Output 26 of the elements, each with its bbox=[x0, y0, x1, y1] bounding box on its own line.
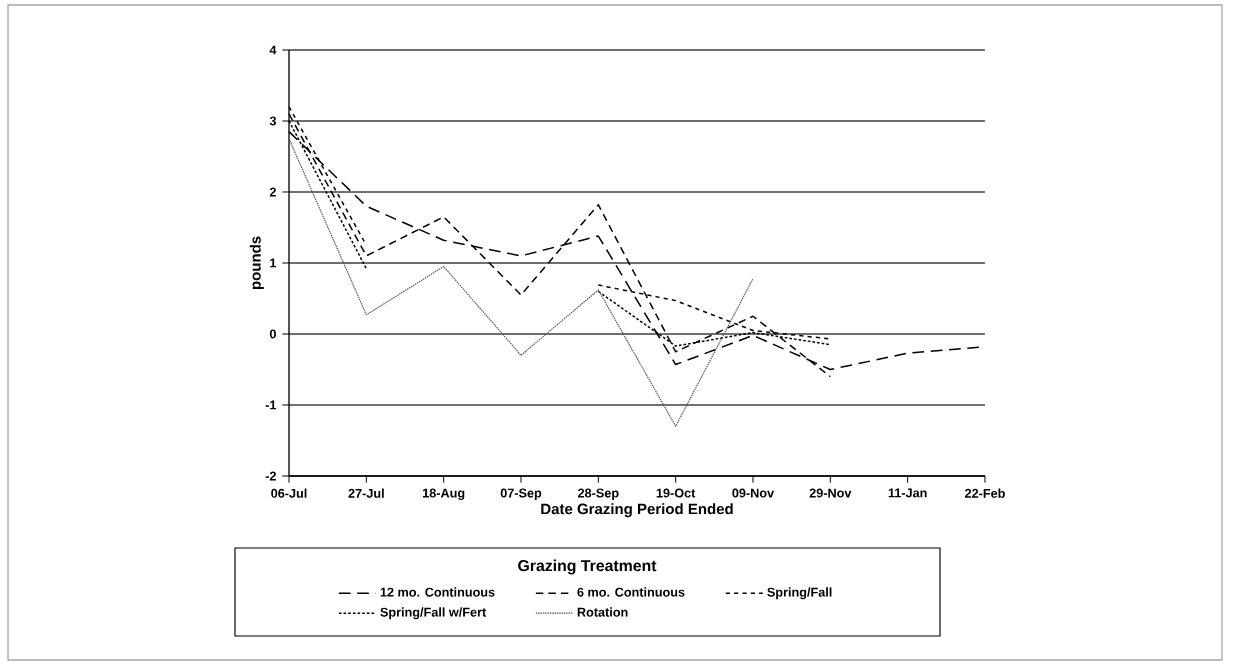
y-tick-label: 0 bbox=[269, 329, 276, 339]
x-tick-label: 27-Jul bbox=[348, 488, 384, 498]
x-tick-label: 22-Feb bbox=[965, 488, 1005, 498]
legend-label: 6 mo. Continuous bbox=[577, 587, 685, 597]
x-tick-label: 09-Nov bbox=[732, 488, 775, 498]
legend-label: 12 mo. Continuous bbox=[380, 587, 495, 597]
x-tick-label: 18-Aug bbox=[423, 488, 465, 501]
x-axis-title: Date Grazing Period Ended bbox=[541, 503, 733, 518]
y-tick-label: 4 bbox=[269, 45, 277, 55]
x-tick-label: 07-Sep bbox=[500, 488, 542, 501]
y-tick-label: -2 bbox=[265, 471, 276, 481]
y-tick-label: 3 bbox=[269, 116, 276, 126]
y-tick-label: 2 bbox=[269, 187, 276, 197]
x-tick-label: 06-Jul bbox=[271, 488, 307, 498]
legend-label: Spring/Fall bbox=[767, 587, 832, 600]
x-tick-label: 19-Oct bbox=[656, 488, 696, 498]
line-series bbox=[288, 138, 754, 427]
legend-label: Rotation bbox=[577, 607, 628, 617]
x-tick-label: 11-Jan bbox=[888, 488, 927, 498]
x-tick-label: 28-Sep bbox=[578, 488, 619, 501]
x-tick-label: 29-Nov bbox=[809, 488, 852, 498]
legend-title: Grazing Treatment bbox=[518, 559, 657, 575]
y-tick-label: 1 bbox=[270, 258, 277, 268]
y-axis-title: pounds bbox=[249, 236, 264, 290]
y-tick-label: -1 bbox=[265, 400, 277, 410]
legend-label: Spring/Fall w/Fert bbox=[380, 607, 487, 620]
